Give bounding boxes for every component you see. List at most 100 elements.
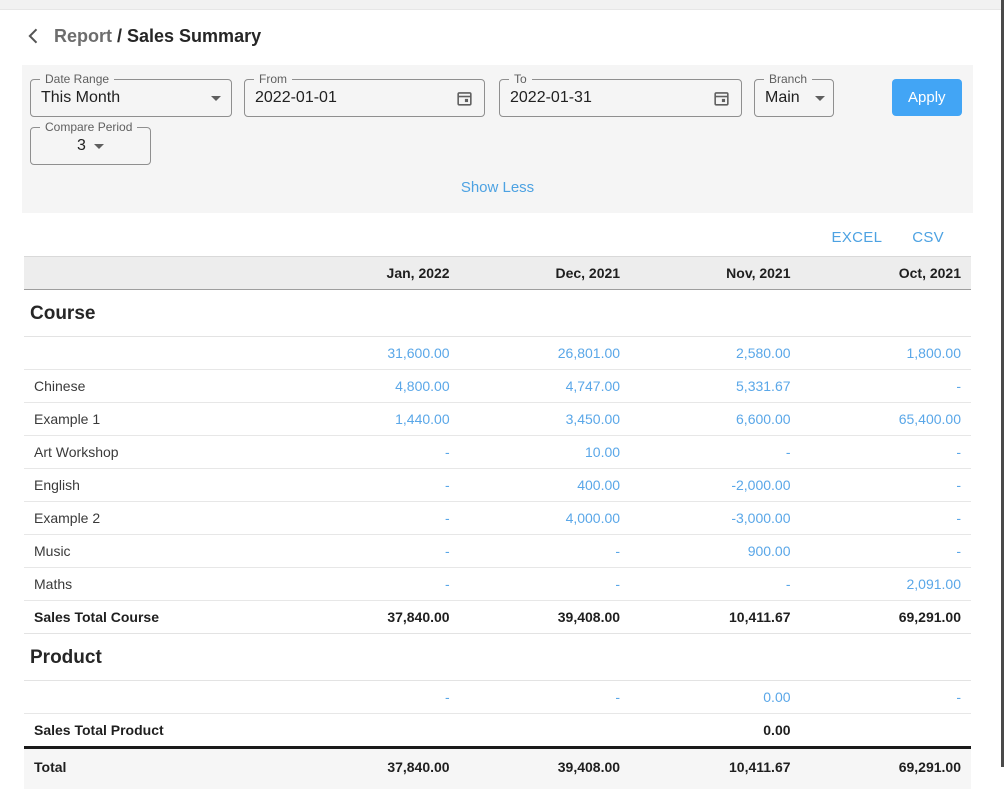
cell-value: 4,800.00 [289,370,459,403]
cell-value: - [460,568,630,601]
cell-value: - [289,502,459,535]
export-row: EXCEL CSV [0,229,944,246]
cell-value: - [801,681,971,714]
section-title-row: Course [24,290,971,337]
cell-value: -3,000.00 [630,502,800,535]
breadcrumb: Report / Sales Summary [0,10,1004,61]
cell-value: 10,411.67 [630,601,800,634]
excel-export-link[interactable]: EXCEL [832,229,883,246]
column-header: Oct, 2021 [801,257,971,290]
filter-row-2: Compare Period 3 [30,127,965,165]
cell-value: 37,840.00 [289,601,459,634]
cell-value: 69,291.00 [801,601,971,634]
breadcrumb-separator: / [117,26,122,47]
cell-value: 5,331.67 [630,370,800,403]
cell-value [801,714,971,748]
cell-value: - [801,436,971,469]
section-total-label: Sales Total Course [24,601,289,634]
column-header: Dec, 2021 [460,257,630,290]
table-row: Example 2-4,000.00-3,000.00- [24,502,971,535]
cell-value: 400.00 [460,469,630,502]
grand-total-label: Total [24,748,289,789]
cell-value [460,714,630,748]
cell-value: - [460,535,630,568]
cell-value: 39,408.00 [460,601,630,634]
calendar-icon[interactable] [455,89,474,108]
to-value: 2022-01-31 [510,89,704,107]
cell-value: 10.00 [460,436,630,469]
cell-value: - [460,681,630,714]
column-header: Jan, 2022 [289,257,459,290]
cell-value: 10,411.67 [630,748,800,789]
cell-value: 1,800.00 [801,337,971,370]
cell-value: 31,600.00 [289,337,459,370]
back-icon[interactable] [22,24,46,48]
compare-period-select[interactable]: Compare Period 3 [30,127,151,165]
cell-value: - [801,469,971,502]
from-date-field[interactable]: From 2022-01-01 [244,79,485,117]
cell-value: 4,000.00 [460,502,630,535]
cell-value: 2,091.00 [801,568,971,601]
cell-value: -2,000.00 [630,469,800,502]
filter-panel: Date Range This Month From 2022-01-01 To… [22,65,973,213]
row-label: Example 1 [24,403,289,436]
section-total-label: Sales Total Product [24,714,289,748]
compare-period-value: 3 [77,137,86,155]
branch-label: Branch [764,72,812,86]
chevron-down-icon [815,96,825,101]
cell-value: 6,600.00 [630,403,800,436]
cell-value [289,714,459,748]
cell-value: - [630,568,800,601]
cell-value: - [630,436,800,469]
cell-value: 37,840.00 [289,748,459,789]
cell-value: - [289,568,459,601]
row-label: Example 2 [24,502,289,535]
cell-value: - [289,681,459,714]
row-label: English [24,469,289,502]
from-value: 2022-01-01 [255,89,447,107]
chevron-down-icon [211,96,221,101]
row-label: Maths [24,568,289,601]
cell-value: 69,291.00 [801,748,971,789]
window-top-strip [0,0,1004,10]
cell-value: 65,400.00 [801,403,971,436]
apply-button[interactable]: Apply [892,79,962,116]
cell-value: 0.00 [630,681,800,714]
show-less-link[interactable]: Show Less [461,179,534,196]
table-row: Music--900.00- [24,535,971,568]
cell-value: - [801,502,971,535]
branch-value: Main [765,89,807,107]
cell-value: - [801,370,971,403]
column-header-blank [24,257,289,290]
cell-value: - [289,469,459,502]
filter-row-1: Date Range This Month From 2022-01-01 To… [30,79,965,117]
to-label: To [509,72,532,86]
calendar-icon[interactable] [712,89,731,108]
cell-value: - [289,436,459,469]
row-label: Music [24,535,289,568]
branch-select[interactable]: Branch Main [754,79,834,117]
cell-value: 2,580.00 [630,337,800,370]
to-date-field[interactable]: To 2022-01-31 [499,79,742,117]
cell-value: 0.00 [630,714,800,748]
row-label [24,681,289,714]
cell-value: 900.00 [630,535,800,568]
show-less-row: Show Less [30,179,965,197]
csv-export-link[interactable]: CSV [912,229,944,246]
table-row: Maths---2,091.00 [24,568,971,601]
date-range-label: Date Range [40,72,114,86]
cell-value: 26,801.00 [460,337,630,370]
date-range-select[interactable]: Date Range This Month [30,79,232,117]
row-label: Art Workshop [24,436,289,469]
section-total-row: Sales Total Product 0.00 [24,714,971,748]
cell-value: 3,450.00 [460,403,630,436]
row-label [24,337,289,370]
breadcrumb-report[interactable]: Report [54,26,112,47]
